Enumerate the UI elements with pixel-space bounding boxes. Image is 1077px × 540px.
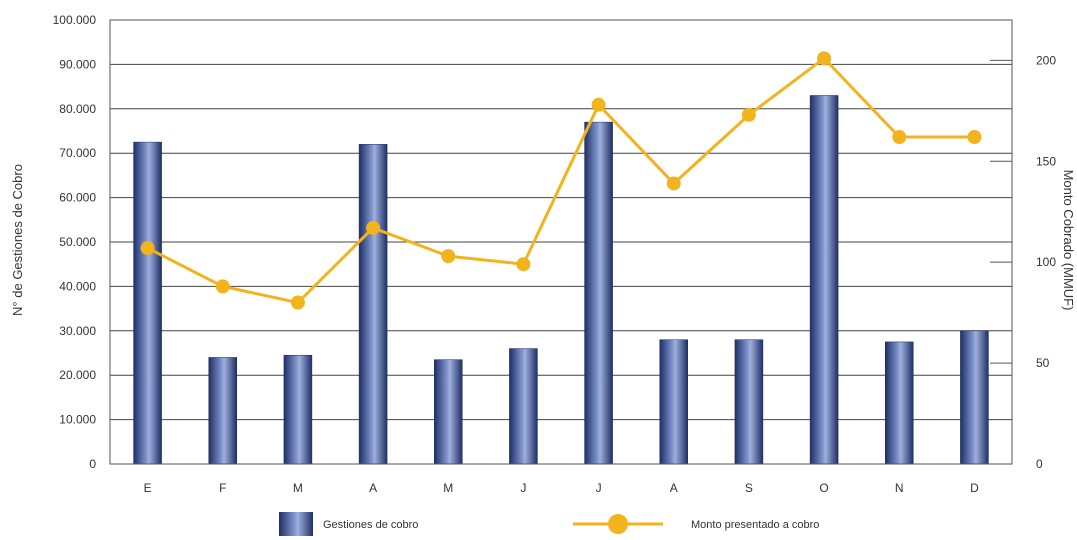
line-point — [290, 295, 305, 310]
x-tick-label: A — [670, 481, 678, 495]
y2-tick-label: 150 — [1036, 154, 1056, 168]
x-tick-label: S — [745, 481, 753, 495]
bar — [283, 354, 313, 465]
line-point — [516, 257, 531, 272]
legend-line-marker — [608, 514, 628, 534]
bar — [434, 359, 463, 465]
y2-tick-label: 50 — [1036, 356, 1050, 370]
y-tick-label: 70.000 — [59, 146, 96, 160]
y-tick-label: 40.000 — [59, 279, 96, 293]
x-tick-label: M — [293, 481, 303, 495]
x-tick-label: M — [443, 481, 453, 495]
legend-label-monto: Monto presentado a cobro — [691, 519, 819, 531]
y2-axis-title: Monto Cobrado (MMUF) — [1061, 170, 1076, 311]
y-axis-title: N° de Gestiones de Cobro — [10, 164, 25, 316]
x-tick-label: N — [895, 481, 904, 495]
y-tick-label: 30.000 — [59, 324, 96, 338]
y-tick-label: 100.000 — [53, 13, 97, 27]
bar — [885, 341, 914, 465]
x-tick-label: J — [596, 481, 602, 495]
line-point — [441, 249, 456, 264]
tick-labels: 0 10.000 20.000 30.000 40.000 50.000 60.000 70.… — [53, 13, 1057, 495]
y-tick-label: 50.000 — [59, 235, 96, 249]
line-point — [666, 176, 681, 191]
y2-tick-label: 100 — [1036, 255, 1056, 269]
line-point — [817, 51, 832, 66]
bar-series — [133, 95, 989, 465]
bar — [358, 144, 388, 465]
x-tick-label: O — [819, 481, 828, 495]
line-point — [140, 241, 155, 256]
bar — [659, 339, 688, 465]
line-point — [967, 130, 982, 145]
y-tick-label: 0 — [89, 457, 96, 471]
legend-label-gestiones: Gestiones de cobro — [323, 519, 418, 531]
line-point — [591, 97, 606, 112]
axes — [109, 19, 1013, 465]
x-tick-label: F — [219, 481, 226, 495]
line-point — [366, 220, 381, 235]
legend-bar-swatch — [279, 512, 313, 536]
plot-frame — [109, 19, 1013, 465]
y-tick-label: 60.000 — [59, 191, 96, 205]
x-tick-label: D — [970, 481, 979, 495]
bar — [509, 348, 538, 465]
y-tick-label: 10.000 — [59, 413, 96, 427]
series-line — [146, 56, 975, 305]
bar — [809, 95, 839, 465]
line-point — [215, 279, 230, 294]
bar — [734, 339, 764, 465]
y2-tick-label: 200 — [1036, 53, 1056, 67]
bar — [584, 121, 613, 465]
line-point — [892, 130, 907, 145]
bar — [208, 357, 237, 465]
line-series — [140, 51, 982, 310]
line-point — [741, 107, 756, 122]
gridlines — [110, 63, 1012, 421]
y-tick-label: 80.000 — [59, 102, 96, 116]
y-tick-label: 90.000 — [59, 57, 96, 71]
x-tick-label: J — [520, 481, 526, 495]
bar — [133, 141, 162, 465]
x-tick-label: E — [144, 481, 152, 495]
x-tick-label: A — [369, 481, 377, 495]
y2-tick-label: 0 — [1036, 457, 1043, 471]
y-tick-label: 20.000 — [59, 368, 96, 382]
legend: Gestiones de cobro Monto presentado a co… — [279, 512, 819, 536]
bar — [960, 330, 989, 465]
